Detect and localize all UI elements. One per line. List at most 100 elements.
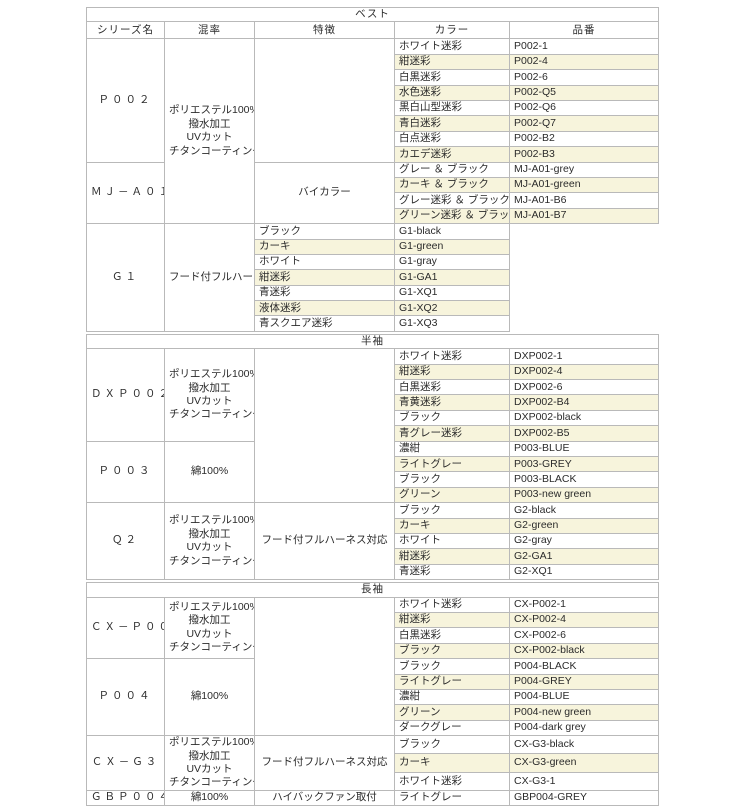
color-cell: 液体迷彩 xyxy=(254,300,395,317)
color-cell: ライトグレー xyxy=(394,673,510,690)
color-cell: ブラック xyxy=(394,471,510,488)
color-cell: カーキ ＆ ブラック xyxy=(394,176,510,194)
color-cell: カーキ xyxy=(394,753,510,773)
table-row: Ｐ００４ 綿100% ブラック P004-BLACK xyxy=(86,658,660,737)
color-cell: 紺迷彩 xyxy=(394,363,510,381)
color-cell: ホワイト迷彩 xyxy=(394,38,510,55)
blend-rate-cell: ポリエステル100% 撥水加工 UVカット チタンコーティング xyxy=(164,38,255,225)
table-row: 水色迷彩 P002-Q5 xyxy=(87,84,660,102)
section-band-row: ベスト xyxy=(85,6,660,23)
section-table: 半袖 ＤＸＰ００２ ポリエステル100% 撥水加工 UVカット チタンコーティング ホワイト… xyxy=(85,333,660,581)
section-band-長袖: 長袖 xyxy=(85,582,660,598)
product-code-cell: CX-G3-1 xyxy=(508,771,660,791)
table-row: Ｇ１フード付フルハーネス対応ブラックG1-black xyxy=(86,223,659,332)
table-row: ホワイト G1-gray xyxy=(87,253,659,271)
product-code-cell: MJ-A01-B7 xyxy=(508,207,660,225)
product-code-cell: G1-gray xyxy=(394,253,510,271)
blend-rate-cell: ポリエステル100% 撥水加工 UVカット チタンコーティング xyxy=(164,348,255,442)
color-cell: ブラック xyxy=(394,502,510,519)
table-row: ライトグレー P003-GREY xyxy=(87,456,660,473)
color-cell: ブラック xyxy=(394,409,510,427)
product-code-cell: P002-1 xyxy=(508,38,660,55)
color-cell: 青グレー迷彩 xyxy=(394,425,510,442)
table-row: 白黒迷彩 P002-6 xyxy=(87,69,660,86)
product-code-cell: G1-green xyxy=(394,238,510,255)
table-row: カーキ G1-green xyxy=(87,238,659,255)
color-cell: 青白迷彩 xyxy=(394,115,510,132)
column-header-code: 品番 xyxy=(508,21,660,40)
table-row: Ｑ２ ポリエステル100% 撥水加工 UVカット チタンコーティング フード付フルハーネス… xyxy=(86,502,660,581)
product-code-cell: G1-GA1 xyxy=(394,269,510,286)
product-code-cell: DXP002-4 xyxy=(508,363,660,381)
table-row: 紺迷彩 G1-GA1 xyxy=(87,269,659,286)
table-row: ホワイト G2-gray xyxy=(87,532,660,550)
feature-cell xyxy=(254,38,395,163)
product-code-cell: P002-Q6 xyxy=(508,99,660,117)
series-name-cell: ＣＸ－Ｐ００２ xyxy=(86,596,165,660)
table-row: 青迷彩 G2-XQ1 xyxy=(87,563,660,581)
feature-cell: フード付フルハーネス対応 xyxy=(164,223,255,332)
table-row: ブラック DXP002-black xyxy=(87,409,660,427)
color-cell: グリーン xyxy=(394,704,510,721)
product-code-cell: P002-Q7 xyxy=(508,115,660,132)
column-header-blend: 混率 xyxy=(164,21,255,40)
product-code-cell: P004-dark grey xyxy=(508,719,660,737)
product-code-cell: P004-GREY xyxy=(508,673,660,690)
blend-rate-cell: ポリエステル100% 撥水加工 UVカット チタンコーティング xyxy=(164,735,255,791)
product-code-cell: CX-P002-4 xyxy=(508,611,660,629)
product-code-cell: MJ-A01-green xyxy=(508,176,660,194)
series-name-cell: Ｑ２ xyxy=(86,502,165,581)
feature-cell: ハイバックファン取付 xyxy=(254,789,395,806)
feature-cell: バイカラー xyxy=(254,161,395,225)
color-cell: グレー ＆ ブラック xyxy=(394,161,510,178)
product-code-cell: DXP002-black xyxy=(508,409,660,427)
color-cell: ブラック xyxy=(254,223,395,240)
blend-rate-cell: 綿100% xyxy=(164,789,255,806)
series-name-cell: Ｐ００３ xyxy=(86,440,165,504)
product-code-cell: P002-B2 xyxy=(508,130,660,148)
table-row: グリーン迷彩 ＆ ブラック MJ-A01-B7 xyxy=(87,207,660,225)
section-band-半袖: 半袖 xyxy=(85,333,660,350)
product-code-cell: P003-new green xyxy=(508,486,660,504)
color-cell: 白点迷彩 xyxy=(394,130,510,148)
section-spacer xyxy=(86,331,658,334)
color-cell: 紺迷彩 xyxy=(394,548,510,565)
series-name-cell: ＤＸＰ００２ xyxy=(86,348,165,442)
color-cell: ダークグレー xyxy=(394,719,510,737)
series-name-cell: Ｇ１ xyxy=(86,223,165,332)
product-code-cell: P004-BLACK xyxy=(508,658,660,675)
product-code-cell: P002-6 xyxy=(508,69,660,86)
product-code-cell: MJ-A01-B6 xyxy=(508,192,660,209)
product-code-cell: DXP002-6 xyxy=(508,379,660,396)
color-cell: グリーン迷彩 ＆ ブラック xyxy=(394,207,510,225)
section-table: 長袖ＣＸ－Ｐ００２ポリエステル100%撥水加工UVカットチタンコーティングホワイ… xyxy=(85,582,660,806)
table-row: グレー迷彩 ＆ ブラック MJ-A01-B6 xyxy=(87,192,660,209)
column-header-color: カラー xyxy=(394,21,510,40)
product-code-cell: G2-black xyxy=(508,502,660,519)
color-cell: ブラック xyxy=(394,642,510,660)
series-name-cell: Ｐ００４ xyxy=(86,658,165,737)
table-row: 青白迷彩 P002-Q7 xyxy=(87,115,660,132)
color-cell: 紺迷彩 xyxy=(254,269,395,286)
blend-rate-cell: ポリエステル100% 撥水加工 UVカット チタンコーティング xyxy=(164,596,255,660)
color-cell: ホワイト迷彩 xyxy=(394,596,510,613)
table-row: グリーン P003-new green xyxy=(87,486,660,504)
product-code-cell: CX-G3-black xyxy=(508,735,660,755)
color-cell: カーキ xyxy=(394,517,510,534)
product-code-cell: CX-P002-1 xyxy=(508,596,660,613)
product-code-cell: MJ-A01-grey xyxy=(508,161,660,178)
table-row: ＤＸＰ００２ ポリエステル100% 撥水加工 UVカット チタンコーティング ホワイト迷彩… xyxy=(86,348,660,504)
table-row: 青黄迷彩 DXP002-B4 xyxy=(87,394,660,411)
color-cell: ホワイト xyxy=(394,532,510,550)
product-code-cell: P002-B3 xyxy=(508,146,660,163)
product-code-cell: G1-XQ2 xyxy=(394,300,510,317)
table-row: 白点迷彩 P002-B2 xyxy=(87,130,660,148)
color-cell: 青迷彩 xyxy=(254,284,395,302)
table-row: ライトグレー P004-GREY xyxy=(87,673,660,690)
table-row: ブラック P003-BLACK xyxy=(87,471,660,488)
section-band-row: 半袖 xyxy=(85,333,660,350)
table-row: 白黒迷彩 DXP002-6 xyxy=(87,379,660,396)
table-row: ＣＸ－Ｇ３ ポリエステル100% 撥水加工 UVカット チタンコーティング フード付フルハ… xyxy=(86,735,660,791)
table-row: 青グレー迷彩 DXP002-B5 xyxy=(87,425,660,442)
